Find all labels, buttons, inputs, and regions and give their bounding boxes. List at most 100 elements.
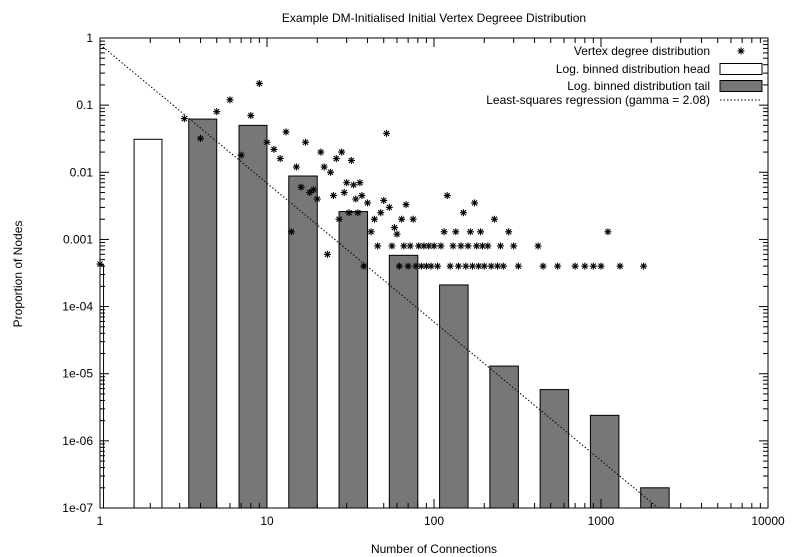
data-point — [571, 262, 579, 270]
data-point — [292, 163, 300, 171]
data-point — [468, 262, 476, 270]
star-stroke — [494, 263, 501, 270]
star-stroke — [400, 243, 407, 249]
x-tick-label: 1000 — [588, 514, 615, 528]
data-point — [388, 242, 396, 250]
star-stroke — [256, 80, 263, 87]
legend-label: Least-squares regression (gamma = 2.08) — [486, 93, 710, 107]
regression-layer — [99, 44, 659, 509]
data-point — [425, 242, 433, 250]
star-stroke — [554, 263, 561, 270]
data-point — [383, 129, 391, 137]
legend-bar-swatch — [719, 80, 763, 92]
star-stroke — [497, 243, 504, 249]
head-bar — [99, 264, 105, 509]
data-point — [604, 228, 612, 236]
data-point — [360, 262, 368, 270]
y-axis-label: Proportion of Nodes — [11, 221, 25, 328]
data-point — [477, 228, 485, 236]
data-point — [247, 112, 255, 120]
star-stroke — [321, 164, 328, 170]
data-point — [496, 242, 504, 250]
data-point — [464, 242, 472, 250]
tail-bar — [489, 365, 519, 509]
data-point — [395, 262, 403, 270]
data-point — [270, 145, 278, 153]
star-stroke — [181, 115, 188, 122]
star-stroke — [420, 243, 427, 249]
data-point — [449, 242, 457, 250]
star-stroke — [447, 263, 454, 270]
star-stroke — [462, 263, 469, 270]
data-point — [287, 228, 295, 236]
data-point — [213, 108, 221, 116]
data-point — [417, 262, 425, 270]
x-tick-label: 10 — [260, 514, 274, 528]
data-point — [534, 242, 542, 250]
star-stroke — [377, 209, 384, 216]
star-stroke — [247, 112, 254, 119]
head-bar — [133, 138, 163, 509]
tail-bar — [288, 175, 318, 509]
star-stroke — [341, 189, 348, 196]
star-stroke — [213, 108, 220, 115]
star-stroke — [467, 228, 474, 235]
star-stroke — [368, 228, 374, 235]
data-point — [459, 209, 467, 217]
tail-bar — [539, 389, 570, 509]
data-point — [354, 209, 362, 217]
data-point — [640, 262, 648, 270]
y-tick-label: 0.1 — [76, 98, 93, 112]
data-point — [345, 209, 353, 217]
star-stroke — [394, 231, 400, 238]
star-stroke — [505, 228, 512, 235]
star-stroke — [356, 179, 363, 186]
data-point — [282, 128, 290, 136]
data-point — [430, 242, 438, 250]
data-point — [400, 242, 408, 250]
data-point — [480, 262, 488, 270]
star-stroke — [324, 251, 331, 258]
data-point — [197, 134, 205, 142]
y-tick-label: 1e-04 — [62, 300, 93, 314]
data-point — [427, 262, 435, 270]
star-stroke — [450, 243, 456, 249]
chart-title: Example DM-Initialised Initial Vertex De… — [282, 11, 586, 25]
scatter-layer — [96, 80, 648, 270]
x-axis-label: Number of Connections — [371, 542, 497, 556]
star-stroke — [418, 263, 425, 270]
star-stroke — [458, 243, 464, 249]
data-point — [374, 242, 382, 250]
star-stroke — [617, 263, 623, 270]
star-stroke — [444, 192, 451, 199]
y-tick-label: 1e-06 — [62, 434, 93, 448]
data-point — [276, 155, 284, 163]
data-point — [446, 262, 454, 270]
legend-label: Log. binned distribution head — [556, 62, 710, 76]
x-tick-label: 10000 — [751, 514, 785, 528]
star-stroke — [398, 216, 405, 223]
data-point — [335, 215, 343, 223]
star-stroke — [333, 155, 340, 162]
data-point — [237, 151, 245, 159]
data-point — [347, 156, 355, 164]
star-stroke — [441, 228, 448, 235]
star-stroke — [288, 228, 295, 235]
star-stroke — [350, 181, 357, 188]
data-point — [514, 262, 522, 270]
star-stroke — [306, 189, 313, 196]
star-stroke — [354, 209, 361, 216]
star-stroke — [302, 139, 309, 146]
star-stroke — [391, 224, 398, 231]
star-stroke — [389, 243, 395, 249]
star-stroke — [374, 243, 381, 249]
star-stroke — [405, 263, 412, 270]
star-stroke — [386, 204, 393, 211]
star-stroke — [383, 130, 390, 137]
star-stroke — [327, 169, 334, 176]
star-stroke — [293, 164, 300, 170]
data-point — [434, 262, 442, 270]
data-point — [616, 262, 624, 270]
data-point — [452, 228, 460, 236]
data-point — [454, 262, 462, 270]
